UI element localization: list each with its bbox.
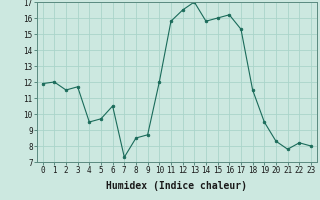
X-axis label: Humidex (Indice chaleur): Humidex (Indice chaleur) <box>106 181 247 191</box>
